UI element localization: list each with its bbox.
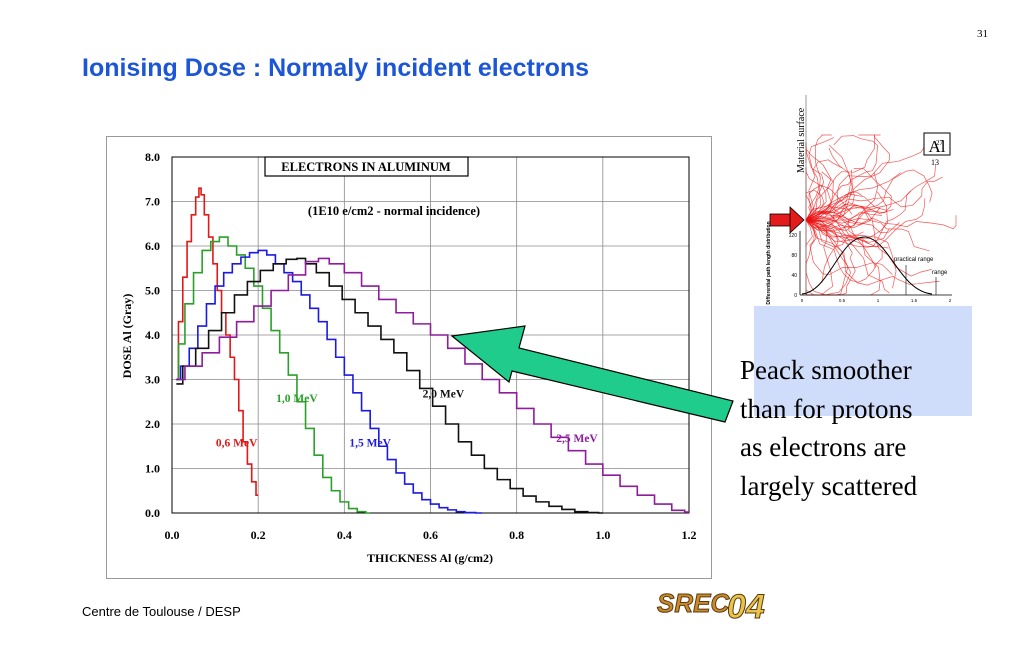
x-tick-label: 0.6 <box>423 528 438 542</box>
element-symbol-box <box>923 132 951 156</box>
y-tick-label: 2.0 <box>145 417 160 431</box>
series-label: 1,5 MeV <box>349 437 391 449</box>
y-tick-label: 4.0 <box>145 328 160 342</box>
electron-track <box>805 217 889 249</box>
electron-track <box>805 219 940 286</box>
chart-title: ELECTRONS IN ALUMINUM <box>281 160 451 174</box>
x-axis-label: THICKNESS Al (g/cm2) <box>367 551 493 565</box>
x-tick-label: 0.4 <box>337 528 352 542</box>
series-line-1-5-MeV <box>176 249 483 514</box>
x-tick-label: 0.0 <box>165 528 180 542</box>
electron-track <box>805 191 863 221</box>
electron-track <box>805 202 930 252</box>
series-label: 1,0 MeV <box>276 393 318 405</box>
series-line-2-5-MeV <box>176 257 689 513</box>
y-tick-label: 6.0 <box>145 239 160 253</box>
electron-track <box>805 211 890 294</box>
practical-range-label: practical range <box>894 257 934 263</box>
incident-beam-arrow <box>769 206 805 234</box>
inset-x-tick: 1 <box>877 298 880 303</box>
x-tick-label: 1.2 <box>682 528 697 542</box>
callout-line: than for protons <box>740 393 913 424</box>
y-tick-label: 1.0 <box>145 462 160 476</box>
mass-number: 27 <box>936 139 944 147</box>
atomic-number: 13 <box>931 158 939 167</box>
callout-text: Peack smoother than for protons as elect… <box>740 351 980 505</box>
inset-x-tick: 0.5 <box>839 298 846 303</box>
y-tick-label: 5.0 <box>145 284 160 298</box>
electron-track <box>805 198 926 248</box>
inset-x-tick: 1.5 <box>911 298 918 303</box>
x-tick-label: 1.0 <box>595 528 610 542</box>
inset-x-tick: 2 <box>949 298 952 303</box>
series-label: 2,5 MeV <box>556 433 598 445</box>
electron-track <box>805 147 851 228</box>
series-label: 2,0 MeV <box>423 388 465 400</box>
electron-track <box>805 219 864 238</box>
x-tick-label: 0.8 <box>509 528 524 542</box>
series-label: 0,6 MeV <box>216 437 258 449</box>
electron-track <box>805 168 892 228</box>
x-tick-label: 0.2 <box>251 528 266 542</box>
chart-title-box <box>264 156 469 177</box>
logo-number: 04 <box>727 588 765 624</box>
electron-track <box>805 207 881 230</box>
inset-y-tick: 80 <box>791 253 797 259</box>
electron-track <box>805 169 933 229</box>
electron-track <box>805 219 897 289</box>
electron-track <box>805 219 849 296</box>
electron-track <box>805 137 835 221</box>
scattering-inset: Material surface Al 27 13 practical rang… <box>766 95 957 305</box>
electron-tracks <box>805 134 957 296</box>
element-symbol: Al <box>929 137 946 156</box>
y-tick-label: 0.0 <box>145 506 160 520</box>
page-number: 31 <box>977 28 988 40</box>
electron-track <box>805 135 878 221</box>
series-line-2-0-MeV <box>176 257 603 514</box>
material-surface-label: Material surface <box>796 107 807 173</box>
inset-y-tick: 40 <box>791 273 797 279</box>
callout-line: largely scattered <box>740 470 918 501</box>
callout-line: Peack smoother <box>740 355 912 385</box>
inset-y-tick: 120 <box>789 233 798 239</box>
inset-y-axis-label: Differential path length distribution <box>766 221 772 304</box>
chart-subtitle: (1E10 e/cm2 - normal incidence) <box>308 204 480 218</box>
series-line-0-6-MeV <box>176 187 259 496</box>
callout-line: as electrons are <box>740 432 907 462</box>
y-tick-label: 7.0 <box>145 195 160 209</box>
range-label: range <box>932 270 948 276</box>
logo-text: SREC <box>657 588 730 618</box>
electron-track <box>805 184 853 221</box>
electron-track <box>805 164 937 232</box>
y-axis-label: DOSE Al (Gray) <box>120 294 134 379</box>
footer-text: Centre de Toulouse / DESP <box>82 604 241 619</box>
callout-box <box>754 306 972 416</box>
electron-track <box>805 176 943 221</box>
electron-track <box>805 143 832 221</box>
series-line-1-0-MeV <box>176 236 371 514</box>
srec-logo: SREC 04 <box>657 588 766 625</box>
electron-track <box>805 172 902 221</box>
electron-track <box>805 211 957 230</box>
inset-y-tick: 0 <box>794 293 797 299</box>
electron-track <box>805 134 832 221</box>
y-tick-label: 3.0 <box>145 373 160 387</box>
y-tick-label: 8.0 <box>145 150 160 164</box>
slide-title: Ionising Dose : Normaly incident electro… <box>82 54 590 82</box>
inset-x-tick: 0 <box>801 298 804 303</box>
path-distribution-plot: practical range range Differential path … <box>766 221 952 305</box>
